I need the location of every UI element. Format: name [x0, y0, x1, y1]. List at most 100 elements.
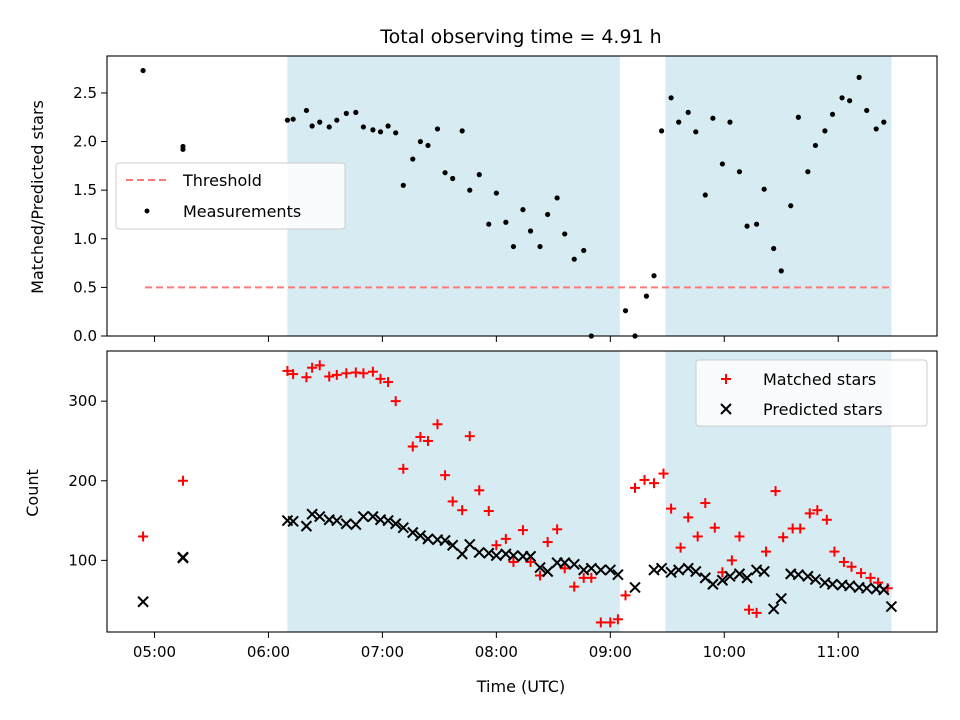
data-point-measurement	[727, 119, 733, 125]
data-point-matched	[447, 496, 458, 507]
x-tick-label: 06:00	[247, 643, 290, 661]
data-point-measurement	[753, 221, 760, 227]
data-point-predicted	[741, 572, 753, 584]
data-point-predicted	[407, 526, 419, 539]
data-point-matched	[324, 371, 335, 382]
data-point-measurement	[822, 128, 828, 134]
data-point-measurement	[829, 111, 836, 117]
data-point-predicted	[690, 565, 702, 578]
data-point-matched	[440, 470, 451, 481]
data-point-matched	[838, 556, 849, 567]
data-point-measurement	[771, 245, 777, 252]
data-point-measurement	[581, 247, 587, 254]
data-point-matched	[331, 369, 342, 380]
y-tick-label: 1.5	[73, 181, 97, 199]
data-point-predicted	[473, 546, 485, 559]
data-point-matched	[483, 506, 494, 517]
data-point-predicted	[758, 565, 770, 578]
data-point-measurement	[527, 228, 534, 234]
data-point-matched	[595, 617, 606, 628]
legend-matched-label: Matched stars	[763, 370, 876, 389]
data-point-predicted	[775, 592, 787, 605]
data-point-matched	[398, 463, 409, 474]
data-point-measurement	[303, 107, 310, 114]
data-point-matched	[457, 505, 468, 516]
data-point-measurement	[486, 221, 492, 227]
y-tick-label: 0.5	[73, 278, 97, 296]
data-point-measurement	[668, 95, 674, 101]
data-point-predicted	[792, 568, 805, 581]
data-point-measurement	[317, 119, 323, 125]
data-point-predicted	[490, 549, 503, 562]
data-point-matched	[508, 556, 519, 567]
data-point-predicted	[802, 570, 814, 582]
data-point-matched	[639, 474, 650, 485]
data-point-predicted	[733, 568, 746, 580]
data-point-measurement	[658, 128, 665, 134]
data-point-measurement	[676, 119, 682, 125]
y-tick-label: 2.5	[73, 84, 97, 102]
data-point-predicted	[287, 515, 299, 528]
data-point-matched	[288, 369, 299, 380]
data-point-predicted	[767, 603, 780, 615]
data-point-measurement	[702, 192, 708, 198]
data-point-predicted	[878, 584, 890, 596]
legend-measurements-marker	[144, 208, 150, 214]
data-point-measurement	[856, 74, 862, 80]
data-point-matched	[683, 512, 694, 523]
data-point-measurement	[788, 203, 794, 209]
chart-title: Total observing time = 4.91 h	[379, 26, 661, 48]
x-axis-label: Time (UTC)	[476, 677, 565, 696]
panel-counts: 100 200 300 05:00 06:00 07:00 08:00 09:00 10:00…	[23, 350, 938, 696]
data-point-predicted	[716, 574, 729, 586]
data-point-measurement	[761, 186, 767, 192]
data-point-matched	[649, 478, 660, 489]
legend-matched-marker	[721, 374, 731, 384]
data-point-measurement	[400, 182, 406, 188]
data-point-measurement	[393, 130, 399, 136]
data-point-measurement	[795, 114, 801, 120]
data-point-predicted	[389, 518, 402, 530]
data-point-measurement	[873, 126, 879, 132]
data-point-matched	[341, 368, 352, 379]
data-point-matched	[726, 555, 737, 566]
data-point-matched	[829, 546, 840, 557]
data-point-predicted	[314, 510, 326, 523]
data-point-matched	[552, 524, 563, 535]
y-tick-label: 300	[68, 392, 97, 410]
data-point-measurement	[839, 95, 845, 101]
data-point-measurement	[562, 231, 568, 237]
data-point-predicted	[534, 561, 546, 574]
data-point-measurement	[812, 142, 819, 149]
x-tick-label: 08:00	[475, 643, 518, 661]
data-point-measurement	[353, 109, 359, 115]
data-point-predicted	[595, 564, 607, 576]
x-tick-label: 09:00	[589, 643, 632, 661]
data-point-predicted	[541, 565, 554, 578]
data-point-matched	[307, 362, 318, 373]
data-point-measurement	[744, 223, 750, 229]
data-point-measurement	[425, 142, 431, 149]
data-point-measurement	[309, 123, 315, 129]
data-point-predicted	[843, 580, 856, 592]
data-point-measurement	[334, 117, 340, 123]
data-point-measurement	[881, 119, 887, 125]
data-point-matched	[761, 546, 772, 557]
y-tick-label: 1.0	[73, 230, 97, 248]
data-point-measurement	[864, 107, 870, 114]
x-tick-label: 05:00	[133, 643, 176, 661]
data-point-measurement	[545, 211, 551, 218]
data-point-measurement	[370, 127, 376, 133]
data-point-matched	[282, 365, 293, 376]
data-point-predicted	[826, 578, 839, 590]
data-point-predicted	[306, 508, 318, 520]
data-point-matched	[177, 475, 188, 486]
data-point-matched	[586, 572, 597, 583]
data-point-predicted	[672, 564, 685, 576]
data-point-matched	[743, 604, 754, 615]
data-point-matched	[383, 377, 394, 388]
data-point-predicted	[367, 510, 379, 523]
legend-top: Threshold Measurements	[115, 162, 346, 230]
data-point-measurement	[360, 124, 367, 130]
